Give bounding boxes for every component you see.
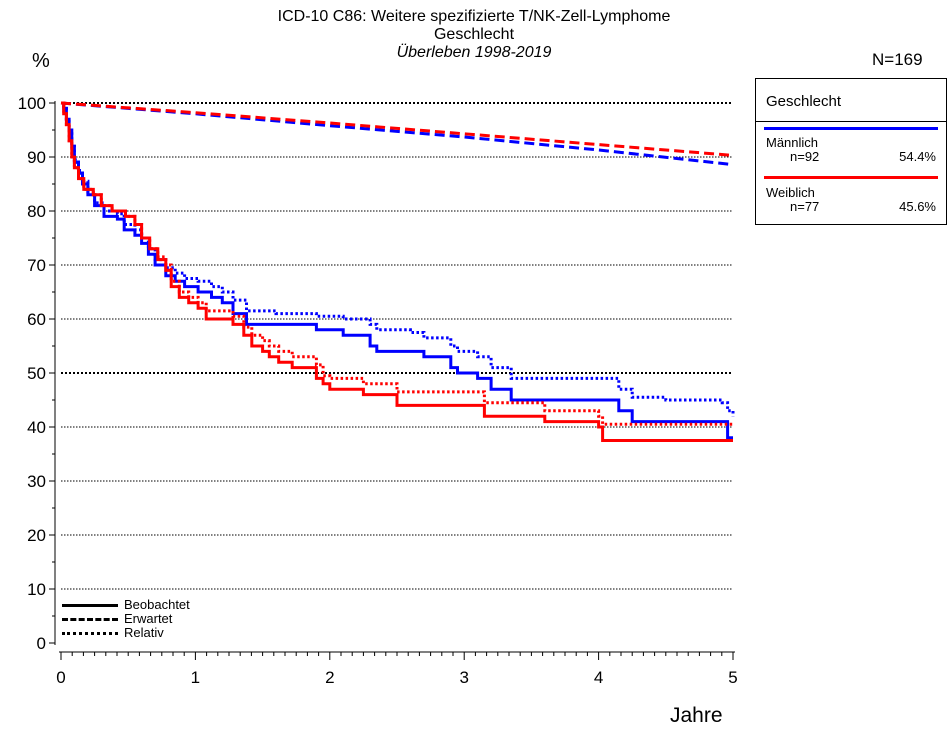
y-tick-label-30: 30 (27, 472, 46, 491)
legend-pct-maennlich: 54.4% (899, 149, 936, 164)
x-tick-label-3: 3 (459, 668, 468, 687)
y-tick-label-10: 10 (27, 580, 46, 599)
series-weiblich-dashed (60, 101, 734, 157)
style-label-expected: Erwartet (124, 611, 173, 626)
y-tick-label-70: 70 (27, 256, 46, 275)
y-tick-label-80: 80 (27, 202, 46, 221)
legend-swatch-maennlich (764, 127, 938, 130)
x-tick-label-2: 2 (325, 668, 334, 687)
style-label-relative: Relativ (124, 625, 164, 640)
chart-subtitle: Geschlecht (433, 26, 515, 43)
legend-divider (756, 121, 946, 122)
style-swatch-dashed (62, 618, 118, 621)
y-tick-label-20: 20 (27, 526, 46, 545)
x-axis-label: Jahre (670, 704, 723, 727)
series-maennlich-dashed (60, 101, 734, 167)
y-tick-label-50: 50 (27, 364, 46, 383)
series-weiblich-dotted (61, 101, 733, 426)
y-tick-label-100: 100 (18, 94, 46, 113)
legend-title: Geschlecht (766, 93, 842, 110)
y-tick-label-40: 40 (27, 418, 46, 437)
legend-name-weiblich: Weiblich (766, 185, 815, 200)
style-swatch-dotted (62, 632, 118, 635)
legend-pct-weiblich: 45.6% (899, 199, 936, 214)
y-tick-label-60: 60 (27, 310, 46, 329)
legend-swatch-weiblich (764, 176, 938, 179)
y-tick-label-90: 90 (27, 148, 46, 167)
chart-subtitle-period: Überleben 1998-2019 (396, 44, 552, 61)
x-tick-label-0: 0 (56, 668, 65, 687)
x-tick-label-4: 4 (594, 668, 603, 687)
legend-n-weiblich: n=77 (790, 199, 820, 214)
legend-name-maennlich: Männlich (766, 135, 819, 150)
x-tick-label-5: 5 (728, 668, 737, 687)
legend-n-maennlich: n=92 (790, 149, 820, 164)
chart-title: ICD-10 C86: Weitere spezifizierte T/NK-Z… (277, 8, 671, 25)
style-swatch-solid (62, 604, 118, 607)
total-n-label: N=169 (872, 50, 923, 69)
group-legend: Geschlecht Männlich n=92 54.4% Weiblich … (755, 78, 947, 225)
y-tick-label-0: 0 (37, 634, 46, 653)
x-tick-label-1: 1 (191, 668, 200, 687)
style-label-observed: Beobachtet (124, 597, 190, 612)
y-axis-label: % (32, 50, 50, 72)
